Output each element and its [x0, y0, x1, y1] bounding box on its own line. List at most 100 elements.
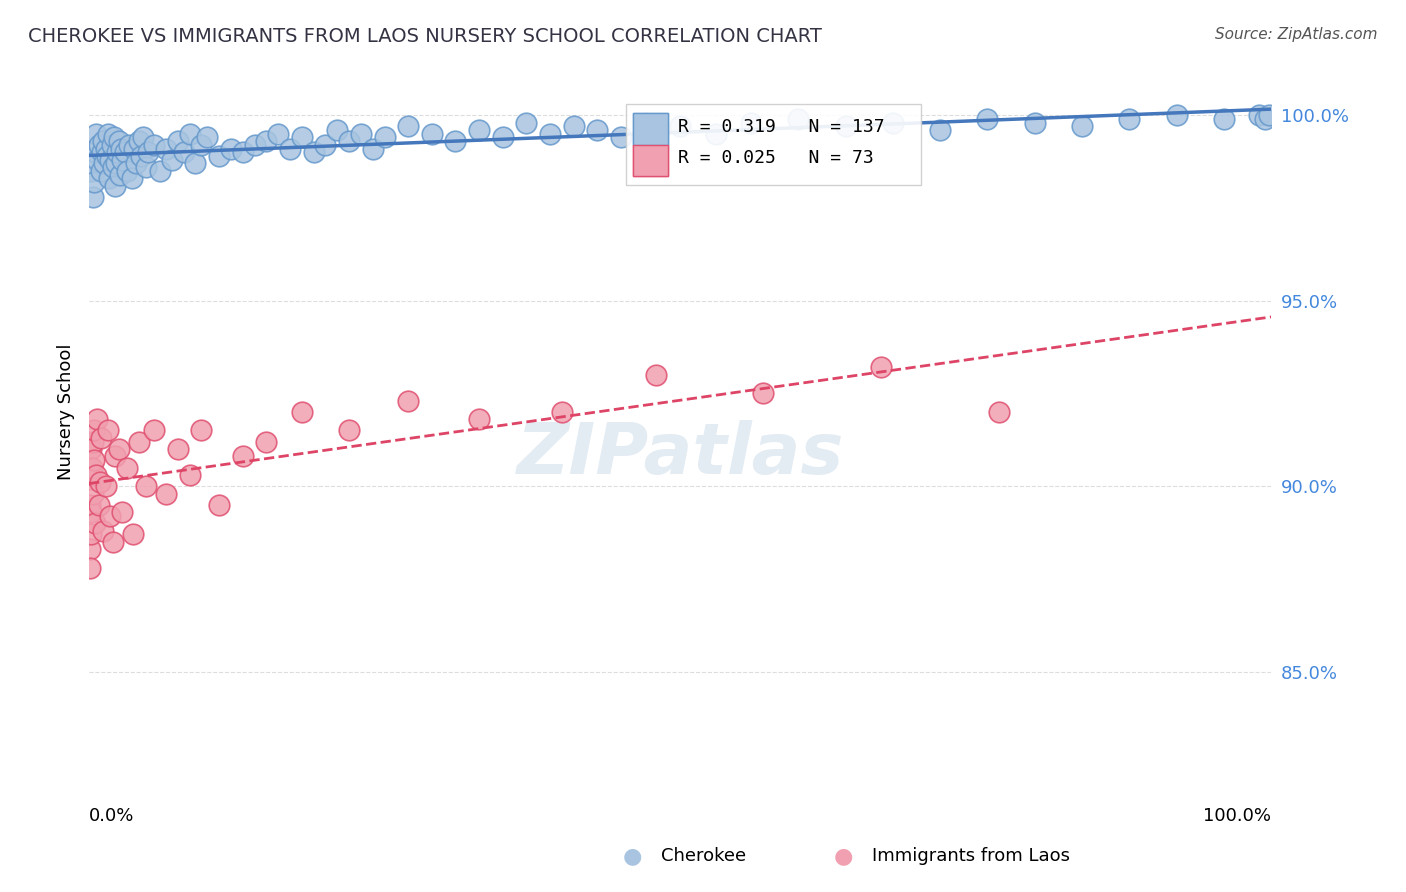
Point — [669, 120, 692, 134]
Point — [98, 153, 121, 167]
Point — [79, 498, 101, 512]
Point — [107, 145, 129, 160]
Point — [89, 475, 111, 490]
Point — [976, 112, 998, 126]
Point — [79, 472, 101, 486]
Point — [101, 160, 124, 174]
Point — [114, 145, 136, 160]
Point — [361, 142, 384, 156]
Point — [83, 453, 105, 467]
Point — [129, 149, 152, 163]
Point — [87, 137, 110, 152]
Point — [787, 112, 810, 126]
Point — [135, 479, 157, 493]
Point — [396, 120, 419, 134]
Point — [135, 160, 157, 174]
Point — [184, 156, 207, 170]
Point — [83, 424, 105, 438]
Point — [1024, 115, 1046, 129]
Point — [84, 145, 107, 160]
Point — [1257, 108, 1279, 122]
Point — [562, 120, 585, 134]
Text: R = 0.025   N = 73: R = 0.025 N = 73 — [678, 149, 873, 167]
Point — [468, 412, 491, 426]
Point — [110, 142, 132, 156]
Point — [208, 149, 231, 163]
Point — [155, 142, 177, 156]
Point — [132, 130, 155, 145]
Point — [538, 127, 561, 141]
Point — [190, 137, 212, 152]
Point — [314, 137, 336, 152]
Point — [100, 137, 122, 152]
Point — [645, 368, 668, 382]
Point — [1166, 108, 1188, 122]
Point — [232, 450, 254, 464]
Point — [84, 516, 107, 531]
Point — [91, 134, 114, 148]
Point — [291, 405, 314, 419]
Point — [704, 127, 727, 141]
Point — [80, 460, 103, 475]
Point — [115, 460, 138, 475]
Point — [420, 127, 443, 141]
Point — [91, 524, 114, 538]
Point — [1254, 112, 1277, 126]
Point — [166, 134, 188, 148]
Point — [326, 123, 349, 137]
Point — [173, 145, 195, 160]
Point — [87, 498, 110, 512]
Point — [118, 137, 141, 152]
Point — [121, 171, 143, 186]
Point — [94, 142, 117, 156]
Point — [350, 127, 373, 141]
Point — [82, 486, 104, 500]
Point — [107, 442, 129, 456]
Text: Cherokee: Cherokee — [661, 847, 747, 865]
Point — [82, 190, 104, 204]
Point — [882, 115, 904, 129]
Point — [929, 123, 952, 137]
Point — [84, 127, 107, 141]
Y-axis label: Nursery School: Nursery School — [58, 343, 75, 480]
Point — [91, 145, 114, 160]
Point — [128, 134, 150, 148]
Point — [80, 442, 103, 456]
Point — [108, 168, 131, 182]
Point — [374, 130, 396, 145]
Point — [107, 134, 129, 148]
Point — [79, 542, 101, 557]
Text: ●: ● — [834, 847, 853, 866]
Point — [179, 127, 201, 141]
Point — [278, 142, 301, 156]
Text: Immigrants from Laos: Immigrants from Laos — [872, 847, 1070, 865]
Point — [1249, 108, 1271, 122]
Point — [740, 115, 762, 129]
Point — [1071, 120, 1094, 134]
Point — [97, 127, 120, 141]
Point — [80, 164, 103, 178]
Point — [96, 149, 118, 163]
Point — [302, 145, 325, 160]
Point — [136, 145, 159, 160]
Point — [166, 442, 188, 456]
Point — [179, 467, 201, 482]
Point — [143, 424, 166, 438]
Point — [94, 479, 117, 493]
Point — [160, 153, 183, 167]
Point — [396, 393, 419, 408]
Point — [610, 130, 633, 145]
Point — [1118, 112, 1140, 126]
Point — [219, 142, 242, 156]
Point — [468, 123, 491, 137]
Point — [105, 156, 128, 170]
Point — [444, 134, 467, 148]
Point — [90, 164, 112, 178]
Point — [101, 534, 124, 549]
Point — [232, 145, 254, 160]
Point — [752, 386, 775, 401]
Point — [1212, 112, 1234, 126]
Point — [83, 175, 105, 189]
Text: ZIPatlas: ZIPatlas — [516, 420, 844, 489]
Point — [254, 134, 277, 148]
